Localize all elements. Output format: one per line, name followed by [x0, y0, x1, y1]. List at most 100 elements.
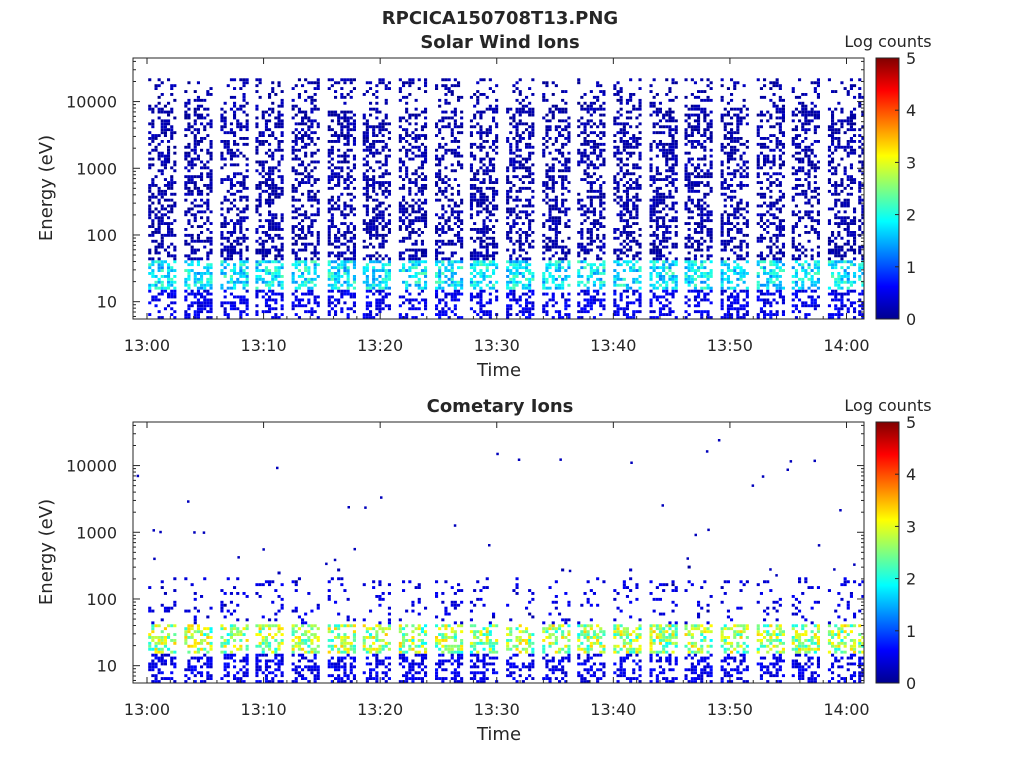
spectrogram-cell: [542, 151, 546, 155]
spectrogram-cell: [160, 289, 164, 293]
spectrogram-cell: [313, 131, 317, 135]
spectrogram-cell: [479, 137, 483, 140]
spectrogram-cell: [372, 189, 376, 193]
spectrogram-cell: [157, 266, 161, 270]
spectrogram-cell: [450, 292, 454, 296]
spectrogram-cell: [438, 245, 442, 249]
spectrogram-cell: [655, 251, 659, 255]
spectrogram-cell: [369, 107, 373, 111]
spectrogram-cell: [583, 131, 587, 135]
spectrogram-cell: [163, 289, 167, 293]
spectrogram-cell: [405, 107, 409, 111]
spectrogram-cell: [542, 222, 546, 225]
spectrogram-cell: [352, 122, 356, 126]
spectrogram-cell: [209, 236, 213, 240]
spectrogram-cell: [438, 157, 442, 161]
spectrogram-cell: [372, 125, 376, 129]
spectrogram-cell: [372, 272, 376, 275]
spectrogram-cell: [239, 254, 243, 258]
spectrogram-cell: [447, 269, 451, 272]
spectrogram-cell: [337, 172, 341, 176]
spectrogram-cell: [245, 313, 249, 316]
spectrogram-cell: [450, 116, 454, 120]
spectrogram-cell: [528, 301, 532, 305]
spectrogram-cell: [196, 210, 200, 214]
spectrogram-cell: [209, 310, 213, 314]
spectrogram-cell: [515, 313, 519, 316]
spectrogram-cell: [226, 301, 230, 305]
spectrogram-cell: [274, 275, 278, 278]
spectrogram-cell: [258, 263, 262, 267]
spectrogram-cell: [277, 233, 281, 237]
spectrogram-cell: [193, 198, 197, 202]
spectrogram-cell: [622, 313, 626, 316]
spectrogram-cell: [518, 148, 522, 152]
spectrogram-cell: [635, 213, 639, 217]
spectrogram-cell: [206, 184, 210, 187]
spectrogram-cell: [558, 125, 562, 129]
spectrogram-cell: [649, 233, 653, 237]
spectrogram-cell: [687, 257, 691, 261]
spectrogram-cell: [193, 213, 197, 217]
spectrogram-cell: [381, 269, 385, 272]
spectrogram-cell: [220, 166, 224, 170]
spectrogram-cell: [684, 178, 688, 181]
spectrogram-cell: [268, 195, 272, 199]
spectrogram-cell: [268, 134, 272, 137]
spectrogram-cell: [444, 301, 448, 305]
spectrogram-cell: [365, 204, 369, 208]
spectrogram-cell: [261, 181, 265, 184]
spectrogram-cell: [515, 134, 519, 137]
spectrogram-cell: [352, 142, 356, 146]
spectrogram-cell: [438, 228, 442, 231]
spectrogram-cell: [518, 134, 522, 137]
spectrogram-cell: [349, 260, 353, 264]
spectrogram-cell: [414, 254, 418, 258]
spectrogram-cell: [405, 286, 409, 290]
spectrogram-cell: [411, 304, 415, 308]
spectrogram-cell: [206, 151, 210, 155]
spectrogram-cell: [435, 263, 439, 267]
spectrogram-cell: [264, 140, 268, 143]
spectrogram-cell: [200, 122, 204, 126]
spectrogram-cell: [372, 186, 376, 190]
spectrogram-cell: [509, 195, 513, 199]
spectrogram-cell: [545, 292, 549, 296]
spectrogram-cell: [438, 272, 442, 275]
spectrogram-cell: [649, 210, 653, 214]
spectrogram-cell: [340, 289, 344, 293]
spectrogram-cell: [554, 204, 558, 208]
spectrogram-cell: [167, 216, 171, 220]
spectrogram-cell: [233, 204, 237, 208]
spectrogram-cell: [261, 257, 265, 261]
spectrogram-cell: [632, 216, 636, 220]
spectrogram-cell: [602, 195, 606, 199]
spectrogram-cell: [417, 148, 421, 152]
spectrogram-cell: [346, 269, 350, 272]
spectrogram-cell: [417, 186, 421, 190]
spectrogram-cell: [346, 239, 350, 243]
spectrogram-cell: [599, 84, 603, 88]
spectrogram-cell: [274, 228, 278, 231]
spectrogram-cell: [274, 307, 278, 311]
spectrogram-cell: [411, 157, 415, 161]
spectrogram-cell: [655, 257, 659, 261]
spectrogram-cell: [512, 277, 516, 281]
spectrogram-cell: [365, 301, 369, 305]
spectrogram-cell: [258, 260, 262, 264]
spectrogram-cell: [387, 192, 391, 196]
spectrogram-cell: [405, 225, 409, 228]
spectrogram-cell: [268, 148, 272, 152]
spectrogram-cell: [684, 95, 688, 99]
spectrogram-cell: [424, 134, 428, 137]
spectrogram-cell: [690, 263, 694, 267]
spectrogram-cell: [291, 104, 295, 108]
spectrogram-cell: [294, 242, 298, 246]
spectrogram-cell: [200, 286, 204, 290]
spectrogram-cell: [674, 316, 678, 319]
spectrogram-cell: [545, 263, 549, 267]
spectrogram-cell: [352, 301, 356, 305]
spectrogram-cell: [304, 134, 308, 137]
spectrogram-cell: [629, 269, 633, 272]
spectrogram-cell: [239, 260, 243, 264]
